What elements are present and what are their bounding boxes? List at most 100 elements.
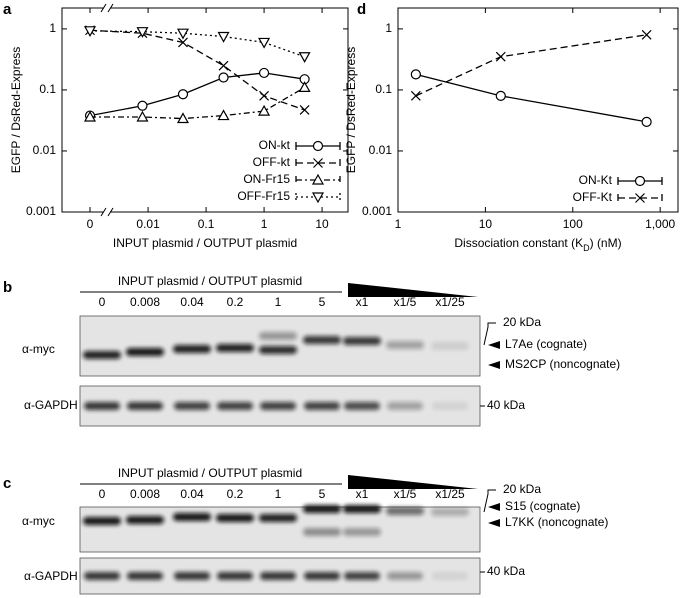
blot-band <box>127 572 163 580</box>
blot-band <box>303 505 341 513</box>
x-tick-label: 1 <box>395 217 402 231</box>
blot-band <box>259 514 297 522</box>
dilution-wedge <box>348 283 478 297</box>
legend-label: OFF-kt <box>253 155 291 169</box>
blot-band <box>173 345 211 353</box>
blot-band <box>174 402 210 410</box>
lane-label: 1 <box>275 295 282 309</box>
blot-band <box>431 508 469 516</box>
legend-label: ON-kt <box>259 138 291 152</box>
y-tick-label: 0.1 <box>39 82 56 96</box>
lane-label: 0.2 <box>227 295 244 309</box>
marker <box>259 90 269 101</box>
blot-band <box>173 513 211 521</box>
blot-band <box>343 337 381 345</box>
plot-frame <box>397 7 679 213</box>
blot-band <box>344 402 380 410</box>
y-tick-label: 1 <box>385 21 392 35</box>
legend-label: OFF-Kt <box>573 190 613 204</box>
axis-break <box>100 3 114 13</box>
blot-band <box>387 402 423 410</box>
marker <box>217 31 230 43</box>
x-tick-label: 10 <box>479 217 493 231</box>
marker-label: L7Ae (cognate) <box>505 337 587 351</box>
blot-band <box>217 572 253 580</box>
lane-label: 0.2 <box>227 487 244 501</box>
x-tick-label: 0.01 <box>136 217 160 231</box>
panel-letter: a <box>3 1 12 18</box>
legend-label: ON-Fr15 <box>243 172 290 186</box>
series-line <box>89 72 305 117</box>
marker <box>641 116 652 127</box>
y-tick-label: 0.001 <box>26 204 56 218</box>
blot-band <box>259 332 297 340</box>
marker <box>217 109 230 121</box>
legend-marker <box>311 192 325 204</box>
legend-marker <box>313 158 323 168</box>
marker <box>136 27 149 38</box>
marker <box>410 69 421 80</box>
axis-break-gap <box>104 209 110 215</box>
x-tick-label: 100 <box>563 217 583 231</box>
x-tick-label: 1 <box>261 217 268 231</box>
blot-band <box>126 516 164 524</box>
y-tick-label: 1 <box>49 21 56 35</box>
series-line <box>415 73 647 123</box>
marker <box>298 52 311 63</box>
x-axis-label-part: ) (nM) <box>590 236 622 250</box>
blot-band <box>303 336 341 344</box>
y-tick-label: 0.01 <box>369 143 393 157</box>
lane-label: 5 <box>319 295 326 309</box>
antibody-label: α-GAPDH <box>24 569 78 583</box>
blot-band <box>260 572 296 580</box>
marker <box>410 90 421 101</box>
blot-band <box>386 507 424 515</box>
legend-marker <box>635 193 645 203</box>
x-tick-label: 0.1 <box>198 217 215 231</box>
marker <box>136 110 149 122</box>
x-axis-label: Dissociation constant (KD) (nM) <box>454 236 621 253</box>
lane-label: 0.008 <box>130 295 160 309</box>
y-axis-label: EGFP / DsRed-Express <box>344 47 358 173</box>
panel-letter: b <box>3 279 12 296</box>
marker <box>218 72 229 83</box>
y-tick-label: 0.001 <box>362 204 392 218</box>
blot-band <box>386 341 424 349</box>
lane-label: x1/5 <box>394 295 417 309</box>
antibody-label: α-myc <box>22 342 55 356</box>
blot-band <box>303 528 341 536</box>
blot-header: INPUT plasmid / OUTPUT plasmid <box>118 274 302 288</box>
lane-label: x1/5 <box>394 487 417 501</box>
lane-label: 0.04 <box>180 295 204 309</box>
dilution-wedge <box>348 475 478 489</box>
blot-band <box>343 528 381 536</box>
lane-label: 5 <box>319 487 326 501</box>
lane-label: x1 <box>356 487 369 501</box>
series-line <box>89 29 305 111</box>
marker-label: 40 kDa <box>487 564 525 578</box>
axis-break-gap <box>104 5 110 11</box>
blot-band <box>217 402 253 410</box>
blot-band <box>387 572 423 580</box>
blot-header: INPUT plasmid / OUTPUT plasmid <box>118 466 302 480</box>
marker <box>176 112 190 124</box>
antibody-label: α-myc <box>22 514 55 528</box>
panel-letter: c <box>3 475 11 492</box>
antibody-label: α-GAPDH <box>24 398 78 412</box>
marker-label: S15 (cognate) <box>505 499 580 513</box>
x-axis-label: INPUT plasmid / OUTPUT plasmid <box>113 236 297 250</box>
lane-label: x1/25 <box>435 295 465 309</box>
x-tick-label: 10 <box>315 217 329 231</box>
lane-label: 1 <box>275 487 282 501</box>
blot-band <box>304 402 340 410</box>
marker-label: 20 kDa <box>503 315 541 329</box>
band-arrow <box>488 361 500 369</box>
x-axis-label-part: D <box>583 243 590 253</box>
legend-marker <box>634 175 646 187</box>
marker <box>176 28 190 40</box>
marker <box>258 37 271 49</box>
marker-label: 40 kDa <box>487 398 525 412</box>
band-arrow <box>488 341 500 349</box>
marker <box>178 37 188 48</box>
